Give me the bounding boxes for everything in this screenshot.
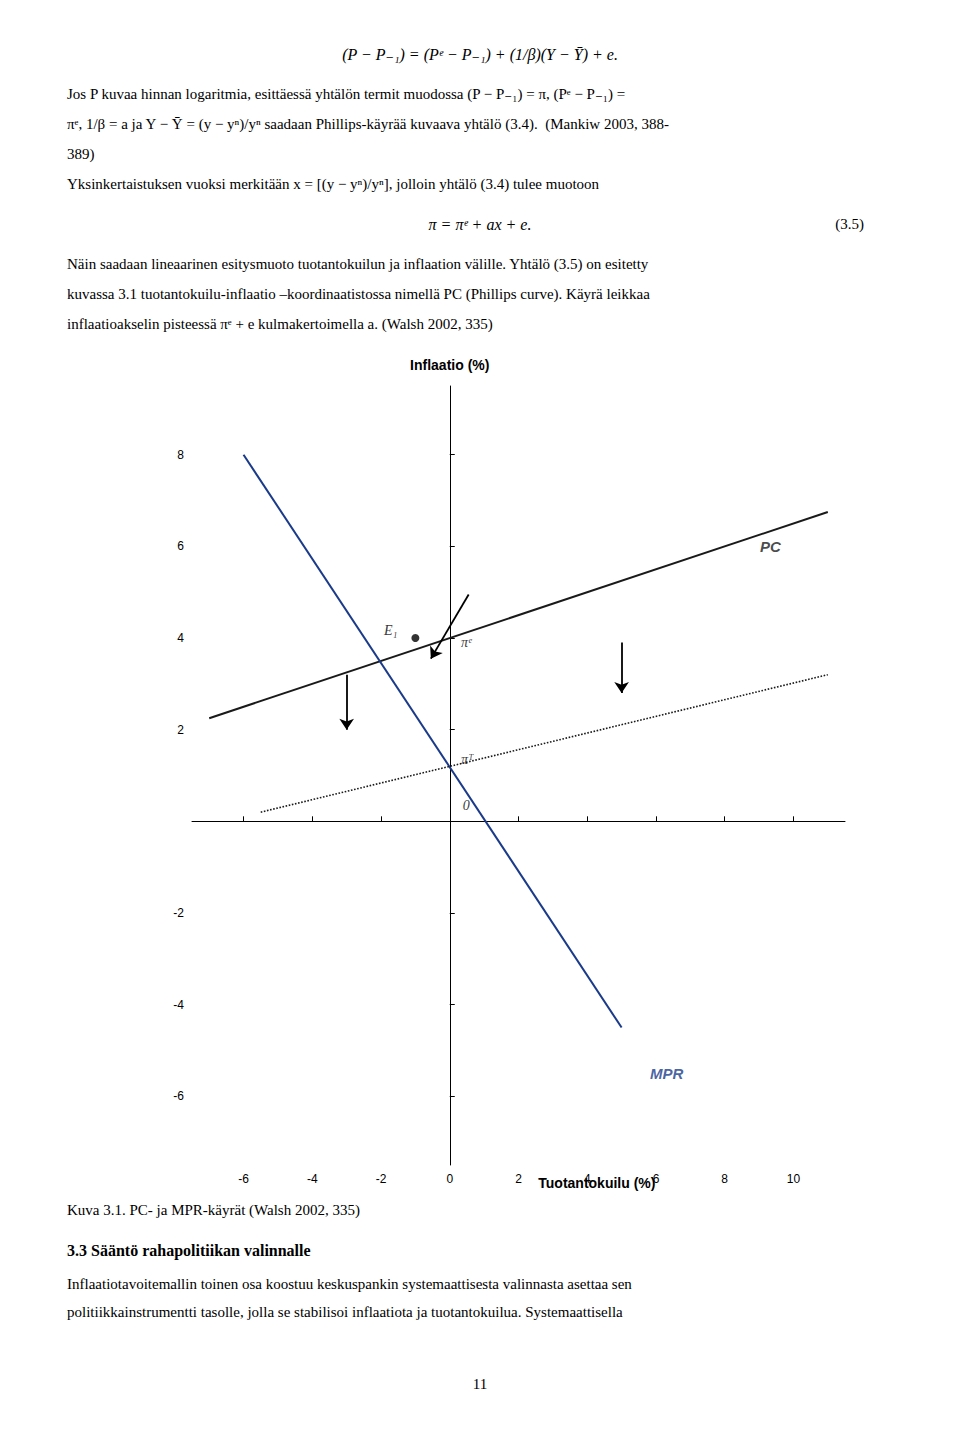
svg-text:8: 8 (721, 1172, 728, 1186)
svg-text:2: 2 (515, 1172, 522, 1186)
svg-text:-4: -4 (307, 1172, 318, 1186)
svg-text:Jos P kuvaa hinnan logaritmia,: Jos P kuvaa hinnan logaritmia, esittäess… (67, 86, 625, 103)
svg-text:-6: -6 (173, 1089, 184, 1103)
svg-text:-2: -2 (376, 1172, 387, 1186)
svg-text:389): 389) (67, 146, 95, 163)
svg-text:Tuotantokuilu (%): Tuotantokuilu (%) (538, 1175, 655, 1191)
svg-text:6: 6 (653, 1172, 660, 1186)
svg-text:πᵉ: πᵉ (461, 635, 473, 650)
svg-text:PC: PC (760, 538, 782, 555)
svg-text:2: 2 (177, 723, 184, 737)
svg-text:4: 4 (177, 631, 184, 645)
svg-text:4: 4 (584, 1172, 591, 1186)
svg-text:E₁: E₁ (383, 623, 397, 638)
svg-text:Yksinkertaistuksen vuoksi merk: Yksinkertaistuksen vuoksi merkitään x = … (67, 176, 600, 193)
svg-text:kuvassa 3.1 tuotantokuilu-infl: kuvassa 3.1 tuotantokuilu-inflaatio –koo… (67, 286, 650, 303)
svg-text:politiikkainstrumentti tasolle: politiikkainstrumentti tasolle, jolla se… (67, 1304, 623, 1320)
svg-text:πᵀ: πᵀ (461, 752, 474, 767)
svg-text:Inflaatiotavoitemallin toinen: Inflaatiotavoitemallin toinen osa koostu… (67, 1276, 632, 1292)
svg-text:π = πᵉ + ax + e.: π = πᵉ + ax + e. (429, 216, 532, 233)
svg-text:MPR: MPR (650, 1065, 684, 1082)
svg-text:(P − P₋₁) = (Pᵉ − P₋₁) + (1/β): (P − P₋₁) = (Pᵉ − P₋₁) + (1/β)(Y − Ȳ) + … (342, 46, 618, 64)
svg-text:8: 8 (177, 448, 184, 462)
svg-text:(3.5): (3.5) (835, 216, 864, 233)
svg-text:6: 6 (177, 539, 184, 553)
svg-text:11: 11 (473, 1376, 487, 1392)
svg-text:πᵉ, 1/β = a ja Y − Ȳ = (y − yⁿ: πᵉ, 1/β = a ja Y − Ȳ = (y − yⁿ)/yⁿ saada… (67, 116, 669, 133)
svg-text:inflaatioakselin pisteessä πᵉ: inflaatioakselin pisteessä πᵉ + e kulmak… (67, 316, 493, 333)
svg-text:Kuva 3.1. PC- ja MPR-käyrät (W: Kuva 3.1. PC- ja MPR-käyrät (Walsh 2002,… (67, 1202, 360, 1219)
svg-text:3.3 Sääntö rahapolitiikan vali: 3.3 Sääntö rahapolitiikan valinnalle (67, 1242, 311, 1260)
svg-text:-6: -6 (238, 1172, 249, 1186)
svg-text:-4: -4 (173, 998, 184, 1012)
svg-text:10: 10 (787, 1172, 801, 1186)
svg-text:0: 0 (446, 1172, 453, 1186)
svg-text:-2: -2 (173, 906, 184, 920)
svg-text:Inflaatio (%): Inflaatio (%) (410, 357, 489, 373)
svg-text:0: 0 (463, 798, 470, 813)
svg-text:Näin saadaan lineaarinen esity: Näin saadaan lineaarinen esitysmuoto tuo… (67, 256, 649, 273)
